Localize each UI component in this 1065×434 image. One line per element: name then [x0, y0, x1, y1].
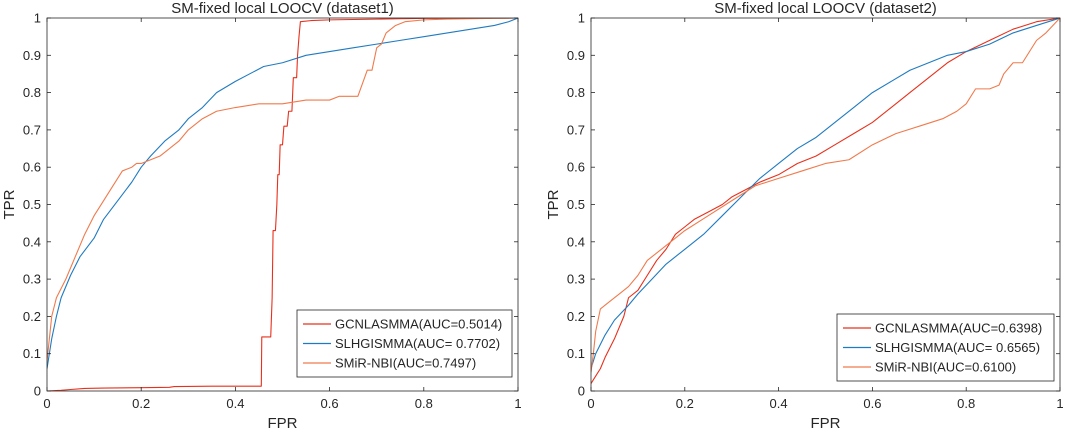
y-tick-label: 0.7 — [23, 122, 41, 137]
series-line-smir-nbi — [47, 18, 518, 362]
chart-title: SM-fixed local LOOCV (dataset1) — [171, 0, 394, 17]
x-tick-label: 0 — [587, 396, 594, 411]
x-axis-label: FPR — [268, 415, 298, 432]
series-line-slhgismma — [47, 18, 518, 369]
y-tick-label: 0.5 — [567, 197, 585, 212]
y-tick-label: 0.2 — [567, 309, 585, 324]
y-tick-label: 0.4 — [23, 234, 41, 249]
legend: GCNLASMMA(AUC=0.6398) SLHGISMMA(AUC= 0.65… — [836, 313, 1055, 382]
y-tick-label: 0.1 — [23, 346, 41, 361]
x-tick-label: 0.8 — [957, 396, 975, 411]
chart-title: SM-fixed local LOOCV (dataset2) — [714, 0, 937, 17]
y-tick-label: 0.5 — [23, 197, 41, 212]
x-tick-label: 1 — [514, 396, 521, 411]
y-tick-label: 0.7 — [567, 122, 585, 137]
y-tick-label: 0.8 — [567, 85, 585, 100]
x-tick-label: 0.4 — [770, 396, 788, 411]
legend-entry-label: GCNLASMMA(AUC=0.5014) — [335, 317, 502, 332]
x-tick-label: 0.2 — [676, 396, 694, 411]
legend: GCNLASMMA(AUC=0.5014) SLHGISMMA(AUC= 0.77… — [296, 309, 513, 378]
legend-entry-label: SMiR-NBI(AUC=0.7497) — [335, 356, 476, 371]
y-tick-label: 0.3 — [567, 272, 585, 287]
y-tick-label: 0.4 — [567, 234, 585, 249]
series-line-gcnlasmma — [47, 18, 518, 391]
x-tick-label: 1 — [1056, 396, 1063, 411]
y-axis-label: TPR — [545, 189, 562, 219]
x-tick-label: 0 — [43, 396, 50, 411]
legend-entry-label: SLHGISMMA(AUC= 0.7702) — [335, 336, 500, 351]
chart-dataset2: 0 0.2 0.4 0.6 0.8 1 0 0.1 0.2 0.3 0.4 0.5 0.6 0.7 0.8 0… — [545, 0, 1064, 432]
x-axis-label: FPR — [811, 415, 841, 432]
legend-box — [836, 313, 1055, 382]
y-tick-label: 0 — [34, 384, 41, 399]
legend-entry-label: GCNLASMMA(AUC=0.6398) — [875, 321, 1042, 336]
series-group — [591, 18, 1060, 384]
y-tick-label: 1 — [34, 11, 41, 26]
legend-entry-label: SMiR-NBI(AUC=0.6100) — [875, 360, 1016, 375]
y-tick-label: 1 — [578, 11, 585, 26]
y-tick-label: 0.9 — [567, 48, 585, 63]
y-tick-label: 0.9 — [23, 48, 41, 63]
y-tick-label: 0.6 — [567, 160, 585, 175]
series-line-slhgismma — [591, 18, 1060, 369]
y-tick-label: 0.1 — [567, 346, 585, 361]
series-group — [47, 18, 518, 391]
x-tick-label: 0.2 — [132, 396, 150, 411]
x-tick-label: 0.6 — [863, 396, 881, 411]
x-tick-label: 0.6 — [321, 396, 339, 411]
legend-box — [296, 309, 513, 378]
y-tick-label: 0 — [578, 384, 585, 399]
x-tick-label: 0.8 — [415, 396, 433, 411]
y-tick-label: 0.3 — [23, 272, 41, 287]
series-line-smir-nbi — [591, 18, 1060, 373]
y-tick-label: 0.6 — [23, 160, 41, 175]
y-axis-label: TPR — [1, 189, 18, 219]
chart-dataset1: 0 0.2 0.4 0.6 0.8 1 0 0.1 0.2 0.3 0.4 0.5 0.6 0.7 0.8 0… — [1, 0, 522, 432]
legend-entry-label: SLHGISMMA(AUC= 0.6565) — [875, 340, 1040, 355]
x-tick-label: 0.4 — [226, 396, 244, 411]
y-tick-label: 0.8 — [23, 85, 41, 100]
y-tick-label: 0.2 — [23, 309, 41, 324]
